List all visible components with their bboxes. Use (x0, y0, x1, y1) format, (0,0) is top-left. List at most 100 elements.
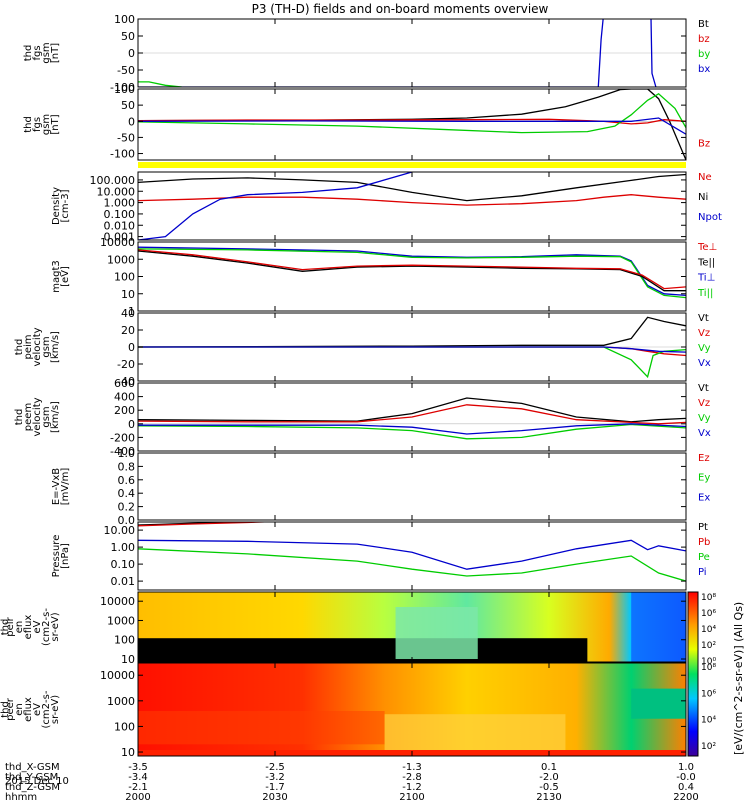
legend-temp-0: Te⊥ (697, 242, 717, 253)
y-tick-label: -100 (110, 81, 135, 94)
series-group (138, 246, 686, 299)
y-axis-label: (cm2-s- (41, 690, 52, 728)
y-tick-label: 10 (121, 288, 135, 301)
legend-vel_i-3: Vx (698, 358, 711, 369)
legend-pressure-3: Pi (698, 567, 707, 578)
colorbar-tick-label-electron: 10⁸ (701, 663, 716, 673)
legend-fgs-0: Bt (698, 19, 709, 30)
series-vel_i-Vx (138, 346, 686, 353)
series-fgs-by (138, 81, 182, 87)
y-axis-label: sr-eV) (50, 695, 61, 724)
y-axis-label: eV (32, 620, 43, 633)
series-pressure-Pi (138, 539, 686, 570)
y-axis-label: E=-VxB (51, 468, 62, 505)
y-tick-label: 0 (128, 115, 135, 128)
x-axis-tick-label: -0.5 (539, 782, 559, 793)
legend-efield-2: Ex (698, 492, 710, 503)
y-axis-label: fgs (32, 117, 43, 132)
spectrogram-electron-core (138, 711, 385, 745)
y-tick-label: 0 (128, 47, 135, 60)
panel-frame (137, 241, 687, 312)
panel-temp: 10000 1000 100 10 1 magt3[eV] Te⊥ Te|| Ti⊥ Ti|| (51, 236, 717, 318)
y-axis-label: eflux (23, 697, 34, 722)
y-axis-label: thd (23, 116, 34, 133)
y-axis-label: peer (5, 697, 16, 721)
y-axis-label: sr-eV) (50, 612, 61, 641)
y-axis-label: [nPa] (60, 543, 71, 569)
y-tick-label: 100 (114, 13, 135, 26)
y-tick-label: 40 (121, 307, 135, 320)
legend-efield-1: Ey (698, 473, 710, 484)
series-fgs-bx (138, 19, 657, 87)
y-tick-label: 1000 (107, 614, 135, 627)
x-axis-tick-label: -3.2 (265, 772, 285, 783)
y-axis-label: gsm (41, 114, 52, 135)
y-axis-label: [cm-3] (60, 189, 71, 222)
legend-pressure-2: Pe (698, 552, 710, 563)
y-tick-label: 0.6 (118, 474, 136, 487)
y-axis-label: Pressure (51, 535, 62, 578)
y-tick-label: -100 (110, 148, 135, 161)
colorbar-ramp (687, 591, 699, 757)
legend-density-2: Npot (698, 212, 722, 223)
spectrogram-ion-edge (631, 592, 686, 662)
y-axis-label: [km/s] (50, 401, 61, 433)
y-tick-label: -40 (117, 375, 135, 388)
spectrogram-electron-warm (384, 714, 566, 753)
legend-density-0: Ne (698, 172, 712, 183)
y-axis-label: gsm (41, 406, 52, 427)
panels-group: 100500-50-100thdfgsgsm[nT]Btbzbybx100500… (14, 13, 722, 591)
series-temp-Ti (138, 246, 686, 297)
y-tick-label: 100.000 (90, 174, 136, 187)
x-axis-tick-label: 2200 (673, 792, 698, 800)
panel-frame (137, 171, 687, 241)
y-tick-label: 1.000 (104, 197, 136, 210)
y-tick-label: 10 (121, 653, 135, 666)
panel-efield: 1.00.80.60.40.20.0 E=-VxB[mV/m] Ez Ey Ex (51, 447, 710, 527)
y-tick-label: 0.10 (111, 558, 136, 571)
y-axis-label: gsm (41, 336, 52, 357)
legend-vel_e-2: Vy (698, 413, 711, 424)
y-axis-label: thd (14, 339, 25, 356)
x-axis-tick-label: -1.7 (265, 782, 285, 793)
series-density-Ne (138, 194, 686, 206)
y-axis-label: velocity (32, 327, 43, 366)
colorbar-tick-label-ion: 10⁸ (701, 593, 716, 603)
legend-temp-2: Ti⊥ (697, 273, 715, 284)
series-vel_e-Vy (138, 423, 686, 440)
y-axis-label: fgs (32, 45, 43, 60)
legend-density-1: Ni (698, 192, 708, 203)
x-axis-tick-label: -3.5 (128, 762, 148, 773)
panel-spec_i: 10000 1000 100 10 thdpeirenefluxeV(cm2-s-sr-… (0, 591, 687, 666)
series-temp-Ti (138, 248, 686, 299)
y-tick-label: 100 (114, 634, 135, 647)
colorbar-tick-label-ion: 10⁴ (701, 625, 716, 635)
series-vel_e-Vz (138, 404, 686, 425)
y-tick-label: 10.00 (104, 524, 136, 537)
legend-vel_i-2: Vy (698, 343, 711, 354)
y-tick-label: -50 (117, 131, 135, 144)
y-axis-label: eflux (23, 615, 34, 640)
legend-pressure-0: Pt (698, 522, 708, 533)
y-tick-label: 10000 (100, 236, 135, 249)
series-vel_e-Vt (138, 397, 686, 423)
y-tick-label: 1.00 (111, 541, 136, 554)
plot-title: P3 (TH-D) fields and on-board moments ov… (252, 2, 549, 16)
x-axis-row-label: thd_X-GSM (5, 762, 60, 773)
y-tick-label: 50 (121, 30, 135, 43)
series-pressure-Pe (138, 548, 686, 582)
colorbar-tick-label-electron: 10⁴ (701, 716, 716, 726)
y-axis-label: [eV] (60, 266, 71, 287)
colorbar-tick-label-ion: 10⁶ (701, 609, 716, 619)
series-fgs_rot-By (138, 92, 686, 134)
y-axis-label: peem (23, 403, 34, 431)
series-group (138, 19, 657, 87)
series-group (138, 89, 686, 160)
y-tick-label: 50 (121, 99, 135, 112)
y-tick-label: 20 (121, 324, 135, 337)
